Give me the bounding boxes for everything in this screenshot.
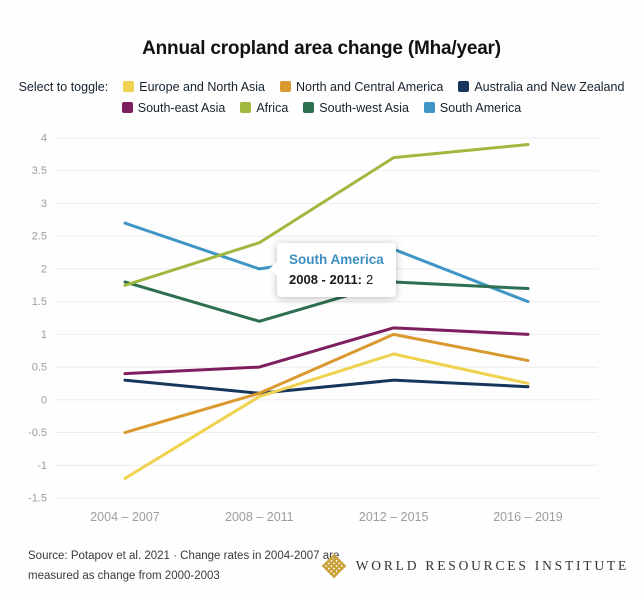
legend-prompt: Select to toggle: [18,79,109,94]
wri-logo: WORLD RESOURCES INSTITUTE [321,553,629,579]
legend-item-north-and-central-america[interactable]: North and Central America [280,80,443,94]
y-tick-label: -0.5 [28,427,47,439]
line-south-west-asia[interactable] [123,280,530,323]
legend-swatch-icon [280,81,292,92]
legend-item-australia-and-new-zealand[interactable]: Australia and New Zealand [458,80,624,94]
page-title: Annual cropland area change (Mha/year) [142,38,501,59]
legend-item-label: Australia and New Zealand [474,79,625,94]
line-europe-and-north-asia[interactable] [123,352,530,480]
y-tick-label: 3 [41,198,47,210]
tooltip-arrow [269,261,278,277]
legend-row-1: Select to toggle: Europe and North Asia … [19,77,625,96]
source-note-line2: measured as change from 2000-2003 [28,570,220,582]
legend-swatch-icon [458,81,470,92]
legend-swatch-icon [240,102,252,113]
y-tick-label: 1 [41,329,47,341]
tooltip: South America 2008 - 2011: 2 [269,243,396,297]
legend-item-label: South-west Asia [319,100,409,115]
legend-item-label: South-east Asia [137,100,226,115]
y-tick-label: -1.5 [28,493,47,505]
source-note: Source: Potapov et al. 2021 · Change rat… [28,546,348,586]
line-north-and-central-america[interactable] [123,332,530,435]
x-tick-label: 2012 – 2015 [359,510,429,524]
y-tick-label: -1 [37,460,47,472]
y-tick-label: 1.5 [32,296,47,308]
line-australia-and-new-zealand[interactable] [123,378,530,395]
tooltip-value-line: 2008 - 2011: 2 [289,272,384,287]
x-tick-label: 2016 – 2019 [493,510,563,524]
y-tick-label: 0 [41,394,47,406]
tooltip-value: 2 [366,272,374,287]
y-tick-label: 2.5 [32,231,47,243]
legend: Select to toggle: Europe and North Asia … [0,77,643,117]
tooltip-series-name: South America [289,252,384,267]
y-tick-label: 4 [41,133,47,145]
legend-item-africa[interactable]: Africa [240,101,288,115]
wri-lattice-icon [321,553,347,579]
legend-item-label: South America [439,100,522,115]
tooltip-category-label: 2008 - 2011: [289,272,363,287]
legend-item-south-america[interactable]: South America [423,100,522,115]
source-note-line1: Source: Potapov et al. 2021 · Change rat… [28,550,340,562]
legend-item-europe-and-north-asia[interactable]: Europe and North Asia [123,80,265,94]
legend-swatch-icon [123,81,135,92]
legend-item-south-west-asia[interactable]: South-west Asia [303,101,409,115]
y-tick-label: 3.5 [32,165,47,177]
legend-swatch-icon [423,102,435,113]
legend-item-south-east-asia[interactable]: South-east Asia [121,100,226,115]
x-tick-label: 2008 – 2011 [225,510,294,524]
legend-row-2: South-east Asia Africa South-west Asia S… [121,98,522,117]
legend-item-label: Europe and North Asia [139,79,266,94]
line-chart-plot[interactable]: 4 3.5 3 2.5 2 1.5 1 0.5 0 -0.5 -1 -1.5 2004 – 2007 20… [0,125,643,535]
legend-item-label: Africa [256,100,289,115]
y-tick-label: 2 [41,263,47,275]
legend-swatch-icon [121,102,133,113]
y-tick-label: 0.5 [32,362,47,374]
line-south-east-asia[interactable] [123,326,530,376]
line-africa[interactable] [123,143,530,287]
wri-logo-text: WORLD RESOURCES INSTITUTE [355,558,629,573]
x-tick-label: 2004 – 2007 [90,510,160,524]
legend-item-label: North and Central America [296,79,444,94]
legend-swatch-icon [303,102,315,113]
